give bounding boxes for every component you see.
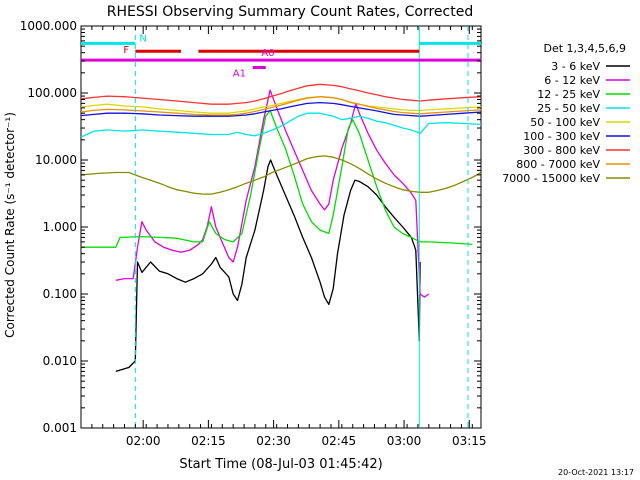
series-line-4 <box>80 96 482 114</box>
series-line-6 <box>80 83 482 105</box>
legend-label-4: 50 - 100 keV <box>530 116 600 129</box>
attenuator-bar-group: NF A0 A1 <box>81 33 481 80</box>
chart-title: RHESSI Observing Summary Count Rates, Co… <box>107 4 473 20</box>
x-tick-label-2: 02:30 <box>256 434 291 448</box>
legend-label-1: 6 - 12 keV <box>544 74 600 87</box>
series-line-3 <box>80 112 482 138</box>
state-bar-label-1: F <box>123 45 129 56</box>
x-axis-label: Start Time (08-Jul-03 01:45:42) <box>179 457 382 472</box>
x-tick-label-1: 02:15 <box>191 434 226 448</box>
series-line-1 <box>115 89 430 298</box>
state-bar-label-0: N <box>139 33 146 44</box>
y-tick-label-4: 0.100 <box>43 287 77 301</box>
series-line-8 <box>80 155 482 195</box>
y-tick-label-3: 1.000 <box>43 220 77 234</box>
y-tick-label-6: 0.001 <box>43 421 77 435</box>
x-tick-label-0: 02:00 <box>126 434 161 448</box>
legend-label-7: 800 - 7000 keV <box>516 158 600 171</box>
legend-label-5: 100 - 300 keV <box>523 130 600 143</box>
series-group <box>80 83 482 373</box>
timestamp: 20-Oct-2021 13:17 <box>558 468 634 477</box>
legend-title: Det 1,3,4,5,6,9 <box>543 42 626 55</box>
state-bar-label-3: A1 <box>233 69 246 80</box>
y-tick-label-5: 0.010 <box>43 354 77 368</box>
series-line-5 <box>80 101 482 117</box>
x-tick-label-3: 02:45 <box>322 434 357 448</box>
series-line-2 <box>81 109 473 248</box>
legend-label-8: 7000 - 15000 keV <box>502 172 600 185</box>
y-tick-label-0: 1000.000 <box>20 19 77 33</box>
legend-label-3: 25 - 50 keV <box>537 102 600 115</box>
y-tick-label-1: 100.000 <box>27 86 77 100</box>
x-tick-label-5: 03:15 <box>452 434 487 448</box>
y-axis-label: Corrected Count Rate (s⁻¹ detector⁻¹) <box>3 112 17 338</box>
vertical-marker-group <box>134 26 469 428</box>
axes-ticks-group: 1000.000 100.000 10.000 1.000 0.100 0.010 0.00… <box>20 19 487 448</box>
legend-label-2: 12 - 25 keV <box>537 88 600 101</box>
series-line-0 <box>115 159 421 373</box>
series-line-7 <box>80 96 482 116</box>
legend-label-0: 3 - 6 keV <box>551 60 600 73</box>
y-tick-label-2: 10.000 <box>35 153 77 167</box>
x-tick-label-4: 03:00 <box>387 434 422 448</box>
state-bar-label-2: A0 <box>261 48 274 59</box>
legend-label-6: 300 - 800 keV <box>523 144 600 157</box>
